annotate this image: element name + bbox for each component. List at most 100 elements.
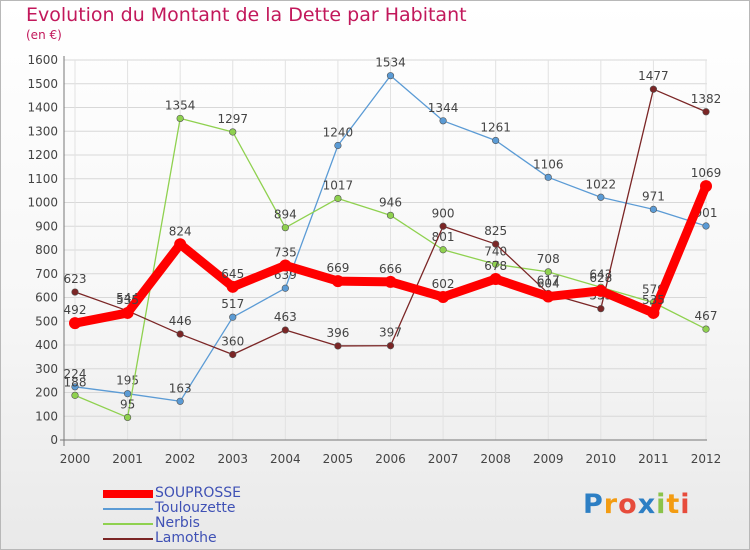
data-label-lamothe: 900: [432, 206, 455, 220]
data-point-nerbis: [386, 211, 395, 219]
x-tick-label: 2011: [638, 452, 669, 466]
data-label-toulouzette: 1240: [323, 126, 354, 140]
data-label-souprosse: 645: [221, 267, 244, 281]
x-tick-label: 2008: [480, 452, 511, 466]
data-label-toulouzette: 1261: [480, 121, 511, 135]
proxiti-logo: Proxiti: [583, 489, 691, 520]
data-label-toulouzette: 1106: [533, 157, 564, 171]
data-point-lamothe: [386, 342, 395, 350]
line-chart: 0 100 200 300 400 500 600 700 800 900 1000 1100 1200…: [27, 53, 722, 466]
data-label-souprosse: 669: [326, 261, 349, 275]
data-label-toulouzette: 1344: [428, 101, 459, 115]
y-tick-label: 1500: [27, 77, 58, 91]
y-tick-label: 700: [35, 267, 58, 281]
data-point-lamothe: [334, 342, 342, 350]
data-label-toulouzette: 163: [169, 381, 192, 395]
data-point-lamothe: [176, 330, 184, 338]
data-point-lamothe: [281, 326, 289, 334]
data-label-nerbis: 740: [484, 244, 507, 258]
data-label-lamothe: 397: [379, 326, 402, 340]
data-point-nerbis: [492, 260, 500, 268]
data-point-toulouzette: [439, 117, 447, 125]
data-point-souprosse: [331, 275, 344, 288]
data-point-souprosse: [384, 275, 397, 288]
data-point-toulouzette: [649, 205, 658, 213]
y-tick-label: 500: [35, 314, 58, 328]
x-tick-label: 2000: [60, 452, 91, 466]
legend-label-lamothe: Lamothe: [155, 530, 217, 546]
x-tick-label: 2010: [586, 452, 617, 466]
data-point-toulouzette: [176, 397, 184, 405]
data-point-nerbis: [439, 246, 447, 254]
data-label-lamothe: 623: [64, 272, 87, 286]
data-label-lamothe: 396: [326, 326, 349, 340]
data-label-nerbis: 1297: [217, 112, 248, 126]
data-label-toulouzette: 971: [642, 189, 665, 203]
data-point-souprosse: [69, 317, 81, 330]
data-label-toulouzette: 1534: [375, 56, 406, 70]
legend-label-toulouzette: Toulouzette: [155, 500, 236, 516]
data-label-lamothe: 1477: [638, 69, 669, 83]
data-point-souprosse: [542, 290, 555, 303]
data-point-toulouzette: [71, 383, 79, 391]
y-tick-label: 200: [35, 386, 58, 400]
data-label-souprosse: 735: [274, 245, 297, 259]
data-label-nerbis: 946: [379, 195, 402, 209]
legend-label-souprosse: SOUPROSSE: [155, 485, 241, 501]
y-tick-label: 0: [50, 433, 58, 447]
data-label-nerbis: 95: [120, 397, 135, 411]
data-point-souprosse: [279, 259, 292, 272]
data-label-souprosse: 604: [537, 277, 560, 291]
data-point-nerbis: [176, 114, 184, 123]
chart-title: Evolution du Montant de la Dette par Hab…: [26, 4, 467, 26]
data-label-lamothe: 617: [537, 273, 560, 287]
data-point-nerbis: [544, 268, 552, 276]
data-label-lamothe: 825: [484, 224, 507, 238]
data-point-souprosse: [121, 306, 134, 319]
data-point-lamothe: [229, 350, 237, 359]
data-point-toulouzette: [597, 193, 605, 201]
data-label-souprosse: 492: [64, 303, 87, 317]
data-point-souprosse: [226, 280, 239, 293]
data-point-toulouzette: [334, 141, 342, 150]
data-label-nerbis: 467: [695, 309, 718, 323]
x-tick-label: 2007: [428, 452, 459, 466]
data-point-souprosse: [594, 284, 607, 297]
data-point-lamothe: [597, 305, 605, 313]
data-label-souprosse: 535: [116, 293, 139, 307]
legend-label-nerbis: Nerbis: [155, 515, 200, 531]
data-point-lamothe: [439, 222, 447, 230]
data-point-toulouzette: [229, 313, 237, 321]
data-point-toulouzette: [281, 284, 289, 292]
data-point-souprosse: [700, 180, 712, 193]
y-tick-label: 100: [35, 409, 58, 423]
data-point-lamothe: [649, 85, 658, 93]
data-label-nerbis: 894: [274, 208, 297, 222]
data-label-souprosse: 1069: [691, 166, 722, 180]
data-label-lamothe: 360: [221, 335, 244, 349]
x-tick-label: 2001: [112, 452, 143, 466]
data-label-souprosse: 535: [642, 293, 665, 307]
data-label-toulouzette: 224: [64, 367, 87, 381]
legend-swatch-nerbis: [103, 523, 153, 525]
y-tick-label: 1300: [27, 124, 58, 138]
data-label-lamothe: 463: [274, 310, 297, 324]
data-point-nerbis: [702, 325, 710, 333]
legend-swatch-toulouzette: [103, 508, 153, 510]
data-label-souprosse: 628: [589, 271, 612, 285]
y-tick-label: 800: [35, 243, 58, 257]
y-tick-label: 900: [35, 219, 58, 233]
data-label-nerbis: 801: [432, 230, 455, 244]
chart-subtitle: (en €): [26, 28, 62, 42]
y-tick-label: 300: [35, 362, 58, 376]
y-tick-label: 1200: [27, 148, 58, 162]
data-label-nerbis: 643: [589, 267, 612, 281]
legend-swatch-lamothe: [103, 538, 153, 540]
data-label-nerbis: 188: [64, 375, 87, 389]
data-point-nerbis: [71, 391, 79, 399]
data-point-nerbis: [123, 413, 132, 422]
x-tick-label: 2002: [165, 452, 196, 466]
data-point-toulouzette: [386, 72, 395, 80]
data-point-toulouzette: [544, 173, 552, 181]
data-point-souprosse: [174, 238, 187, 251]
